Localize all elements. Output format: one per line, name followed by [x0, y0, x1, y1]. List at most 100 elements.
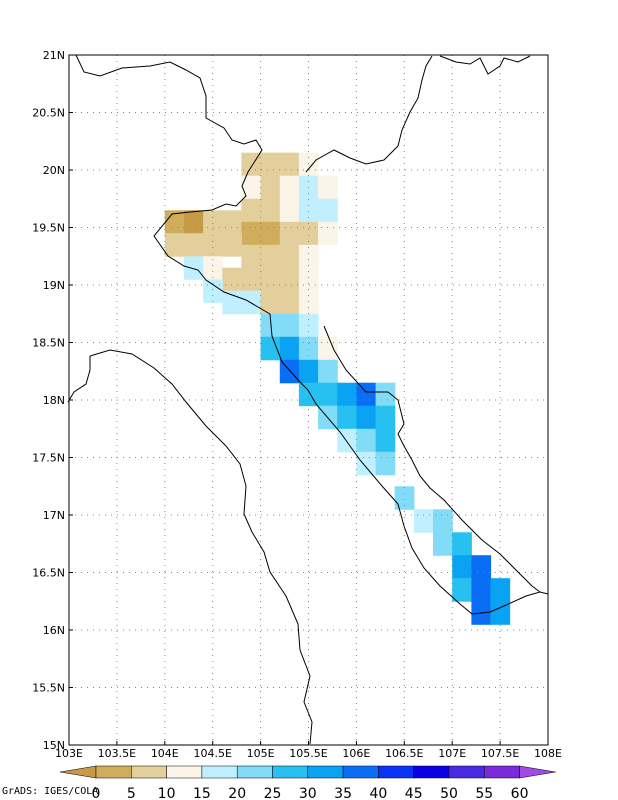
shaded-cell [241, 175, 262, 200]
shaded-cell [337, 405, 357, 430]
longitude-tick-labels: 103E 103.5E 104E 104.5E 105E 105.5E 106E 106.5E… [55, 747, 562, 760]
lat-tick-label: 15N [43, 739, 65, 752]
shaded-cell [260, 175, 281, 200]
shaded-cell [452, 578, 472, 602]
shaded-cell [318, 382, 338, 407]
colorbar-label: 60 [511, 786, 529, 800]
lon-tick-label: 108E [534, 747, 562, 760]
shaded-cell [279, 244, 300, 269]
colorbar-label: 20 [228, 786, 246, 800]
colorbar: 0 5 10 15 20 25 30 35 40 45 50 55 60 [59, 765, 556, 800]
shaded-cell [260, 336, 281, 361]
shaded-cell [260, 198, 281, 223]
shaded-cell [356, 405, 377, 430]
colorbar-label: 35 [334, 786, 352, 800]
shaded-cell [260, 221, 281, 246]
shaded-cell [298, 244, 319, 269]
shaded-cell [337, 382, 357, 407]
lat-tick-label: 16N [43, 624, 65, 637]
colorbar-segment [236, 765, 273, 779]
coastline-central [323, 325, 541, 593]
coastline-north [305, 55, 433, 173]
shaded-cell [375, 451, 396, 476]
shaded-cell [222, 233, 242, 257]
lat-tick-label: 18N [43, 394, 65, 407]
shaded-cell [260, 313, 281, 338]
lon-tick-label: 103E [55, 747, 83, 760]
shaded-cell [279, 313, 300, 338]
shaded-cell [260, 290, 281, 315]
shaded-cell [452, 532, 472, 556]
lat-tick-label: 18.5N [32, 337, 65, 350]
shaded-cell [471, 555, 492, 579]
colorbar-segment [413, 765, 450, 779]
colorbar-label: 0 [92, 786, 101, 800]
colorbar-label: 40 [369, 786, 387, 800]
shaded-cell [184, 256, 204, 280]
shaded-cell [394, 486, 415, 510]
colorbar-label: 30 [299, 786, 317, 800]
shaded-cell [356, 382, 377, 407]
colorbar-segment [484, 765, 520, 779]
coastline-borders [67, 54, 549, 745]
colorbar-segment [307, 765, 344, 779]
grads-credit: GrADS: IGES/COLA [2, 786, 99, 797]
shaded-cell [203, 279, 223, 303]
shaded-cell [260, 152, 281, 177]
lat-tick-label: 15.5N [32, 682, 65, 695]
shaded-cell [318, 336, 338, 361]
shaded-cell [375, 428, 396, 453]
border-laos-west [67, 356, 91, 403]
shaded-cell [241, 221, 262, 246]
shaded-cell [184, 210, 204, 234]
colorbar-segment [448, 765, 485, 779]
shaded-cell [222, 210, 242, 234]
lon-tick-label: 106E [342, 747, 370, 760]
shaded-cell [298, 359, 319, 384]
colorbar-segment [342, 765, 379, 779]
colorbar-segment [131, 765, 167, 779]
shaded-cell [375, 405, 396, 430]
map-frame [68, 54, 549, 746]
shaded-cell [375, 382, 396, 407]
shaded-cell [260, 267, 281, 292]
shaded-cell [318, 221, 338, 246]
lat-tick-label: 17N [43, 509, 65, 522]
lon-tick-label: 106.5E [385, 747, 423, 760]
colorbar-label: 55 [475, 786, 493, 800]
colorbar-label: 50 [440, 786, 458, 800]
lon-tick-label: 107E [438, 747, 466, 760]
shaded-cell [222, 290, 242, 315]
lat-tick-label: 19.5N [32, 222, 65, 235]
shaded-cell [318, 175, 338, 200]
lon-tick-label: 105.5E [289, 747, 327, 760]
shaded-cell [241, 267, 262, 292]
border-laos [89, 349, 313, 745]
colorbar-segment [95, 765, 132, 779]
lat-tick-label: 20.5N [32, 107, 65, 120]
shaded-cell [164, 233, 185, 257]
colorbar-left-triangle [59, 765, 97, 779]
colorbar-right-triangle [519, 765, 556, 779]
shaded-cell [298, 152, 319, 177]
shaded-cell [318, 359, 338, 384]
shaded-cell [318, 198, 338, 223]
shaded-cell [433, 509, 453, 533]
lon-tick-label: 104.5E [193, 747, 231, 760]
coastline [75, 54, 549, 615]
shaded-cell [241, 244, 262, 269]
lat-tick-label: 16.5N [32, 567, 65, 580]
colorbar-segment [378, 765, 414, 779]
shaded-cell [279, 221, 300, 246]
shaded-cell [298, 198, 319, 223]
shaded-cell [203, 210, 223, 234]
lon-tick-label: 104E [151, 747, 179, 760]
shaded-cell [241, 290, 262, 315]
shaded-cell [279, 175, 300, 200]
lon-tick-label: 107.5E [481, 747, 519, 760]
shaded-cell [413, 509, 434, 533]
shaded-cell [260, 244, 281, 269]
shaded-cell [241, 198, 262, 223]
shaded-cell [279, 290, 300, 315]
